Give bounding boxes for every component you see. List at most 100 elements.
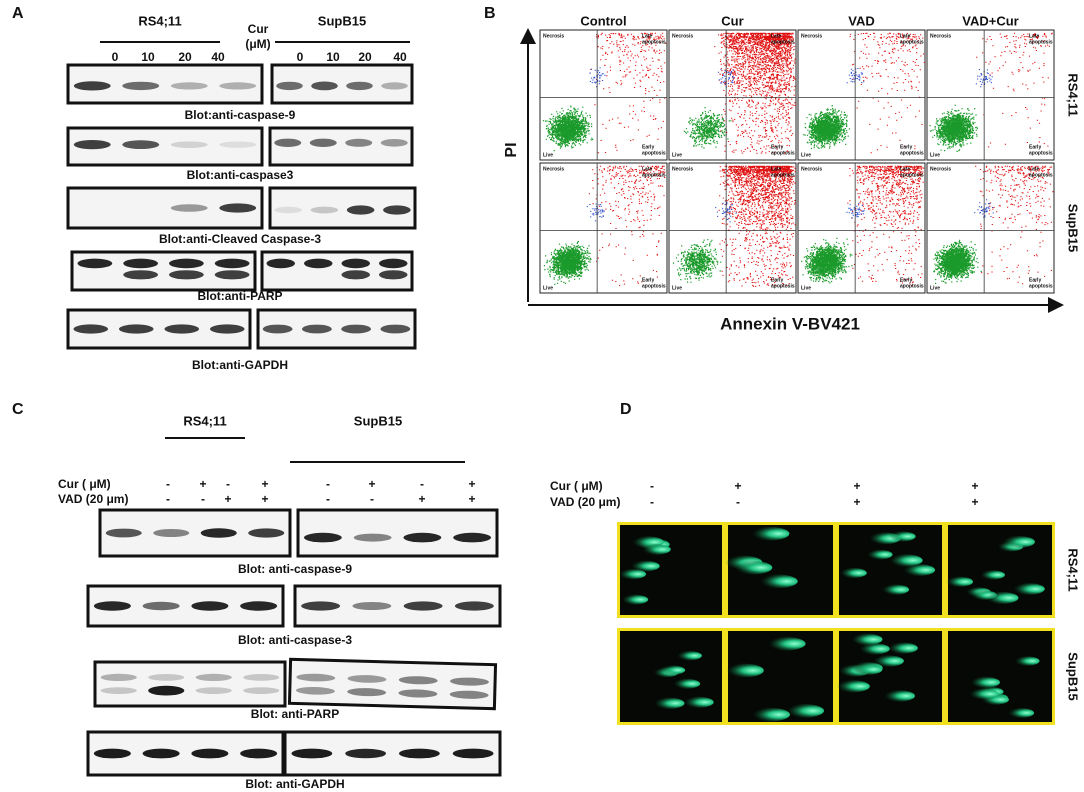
- comet: [847, 663, 883, 676]
- quadrant-label: Late: [642, 33, 653, 39]
- cell-line: RS4;11: [138, 13, 181, 28]
- treatment-sign: +: [468, 492, 475, 506]
- blot-label: Blot: anti-PARP: [251, 707, 339, 721]
- band: [452, 748, 494, 759]
- quadrant-label: Live: [801, 285, 811, 291]
- band: [341, 324, 372, 334]
- band: [123, 258, 159, 269]
- treatment-sign: +: [261, 492, 268, 506]
- band: [296, 673, 336, 682]
- blot-label: Blot:anti-caspase3: [187, 168, 294, 182]
- quadrant-label: Necrosis: [672, 166, 693, 172]
- band: [398, 676, 438, 685]
- band: [153, 529, 190, 537]
- band: [449, 677, 489, 686]
- blue-cells: [846, 203, 865, 219]
- treatment-sign: +: [853, 495, 860, 509]
- panel-label: C: [12, 401, 24, 418]
- comet-image: [941, 522, 1055, 618]
- cell-line: RS4;11: [183, 413, 226, 428]
- comet: [882, 642, 918, 654]
- treatment-sign: +: [224, 492, 231, 506]
- blot: [66, 63, 264, 105]
- comet: [979, 591, 1019, 605]
- apoptotic-cells: [975, 165, 1054, 285]
- column-header: VAD+Cur: [962, 13, 1018, 28]
- band: [243, 687, 280, 694]
- quadrant-label: Live: [543, 285, 553, 291]
- band: [93, 748, 131, 759]
- band: [240, 748, 278, 759]
- band: [295, 686, 335, 695]
- quadrant-label: Live: [930, 152, 940, 158]
- comet: [897, 563, 936, 577]
- treatment-label: VAD (20 μm): [58, 492, 128, 506]
- live-cells: [801, 237, 853, 284]
- quadrant-label: apoptosis: [1029, 283, 1053, 289]
- band: [353, 533, 392, 542]
- treatment-label: Cur ( μM): [550, 479, 603, 493]
- panel-label: B: [484, 5, 496, 22]
- apoptotic-cells: [718, 165, 796, 287]
- band: [73, 140, 111, 150]
- blot-label: Blot:anti-caspase-9: [185, 108, 296, 122]
- band: [345, 748, 387, 759]
- blot-frame: [66, 186, 264, 230]
- band: [383, 205, 411, 215]
- band: [214, 258, 250, 269]
- panel-label: A: [12, 5, 24, 22]
- band: [243, 674, 280, 681]
- quadrant-label: Live: [672, 285, 682, 291]
- quadrant-label: apoptosis: [900, 39, 924, 45]
- comet: [964, 688, 999, 700]
- quadrant-label: Late: [771, 166, 782, 172]
- band: [346, 81, 373, 91]
- treatment-sign: +: [853, 479, 860, 493]
- treatment-sign: +: [468, 477, 475, 491]
- band: [142, 601, 180, 611]
- comet-image: [617, 628, 725, 725]
- treatment-sign: +: [971, 479, 978, 493]
- band: [248, 528, 285, 538]
- quadrant-label: Early: [771, 277, 783, 283]
- apoptotic-cells: [976, 32, 1053, 148]
- blot: [268, 186, 417, 230]
- band: [170, 82, 208, 90]
- band: [274, 206, 302, 214]
- live-cells: [933, 239, 982, 284]
- column-header: Cur: [721, 13, 743, 28]
- band: [219, 141, 257, 148]
- band: [214, 270, 250, 280]
- dose-label: (μM): [245, 37, 270, 51]
- comet: [719, 663, 764, 678]
- band: [73, 81, 111, 91]
- band: [379, 258, 408, 269]
- band: [381, 82, 408, 90]
- band: [303, 532, 342, 543]
- comet: [614, 568, 647, 580]
- plot-frame: [797, 162, 926, 294]
- live-cells: [672, 239, 722, 283]
- treatment-sign: -: [650, 479, 654, 493]
- comet-image: [718, 522, 836, 618]
- band: [122, 140, 160, 150]
- treatment-label: Cur ( μM): [58, 477, 111, 491]
- band: [345, 138, 373, 147]
- row-label: SupB15: [1066, 652, 1081, 700]
- dose: 10: [326, 50, 340, 64]
- band: [200, 528, 237, 538]
- dose: 40: [211, 50, 225, 64]
- comet: [835, 567, 867, 579]
- blot: [98, 508, 292, 558]
- band: [347, 675, 387, 683]
- band: [148, 685, 185, 696]
- comet: [965, 676, 1000, 688]
- band: [380, 324, 411, 334]
- treatment-sign: -: [166, 492, 170, 506]
- quadrant-label: apoptosis: [1029, 39, 1053, 45]
- apoptotic-cells: [588, 165, 666, 287]
- comet: [626, 560, 660, 572]
- dose: 0: [112, 50, 119, 64]
